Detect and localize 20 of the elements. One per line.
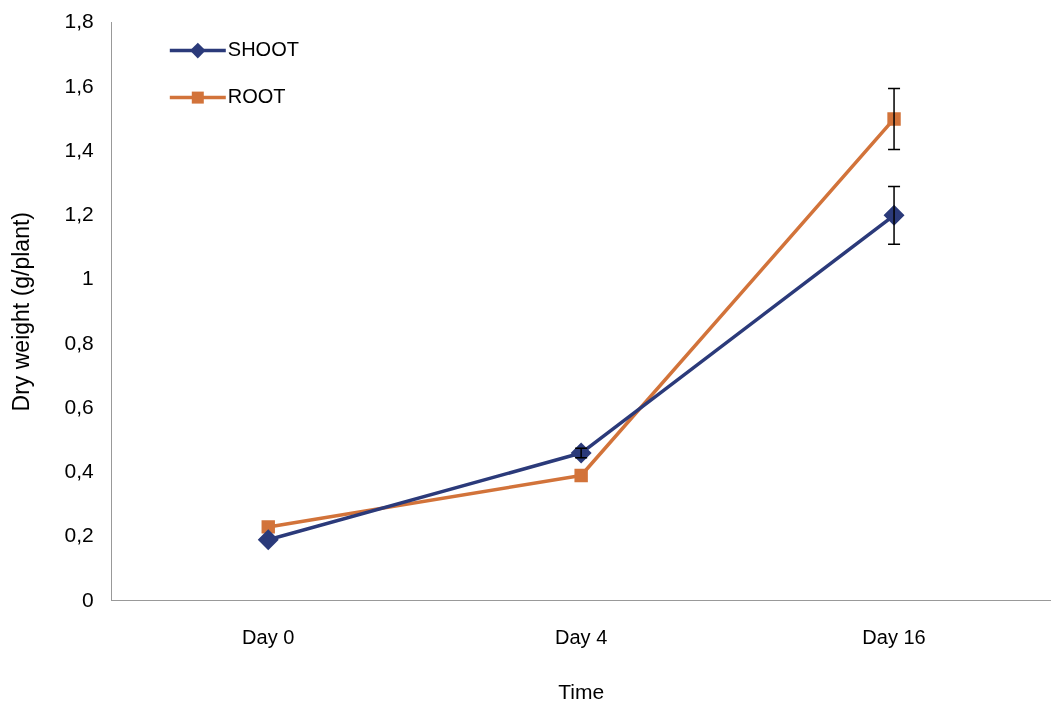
y-tick-label: 1,2 [64,202,94,226]
y-tick-label: 0,6 [64,394,94,418]
x-axis-title: Time [558,680,605,704]
y-tick-label: 1,6 [64,73,94,97]
legend-label: SHOOT [227,38,299,61]
y-tick-label: 0 [82,587,94,611]
y-axis-title: Dry weight (g/plant) [8,211,35,412]
y-tick-label: 0,4 [64,459,95,483]
y-tick-label: 1,8 [64,9,94,33]
point [261,520,275,534]
y-tick-label: 1 [82,266,94,290]
y-tick-label: 0,8 [64,330,94,354]
x-tick-label: Day 4 [555,626,608,649]
point [258,530,278,550]
point [574,468,588,483]
x-tick-label: Day 16 [862,626,926,649]
legend-label: ROOT [227,85,286,108]
y-tick-label: 0,2 [64,523,94,547]
x-tick-label: Day 0 [242,626,295,649]
y-tick-label: 1,4 [64,137,95,161]
